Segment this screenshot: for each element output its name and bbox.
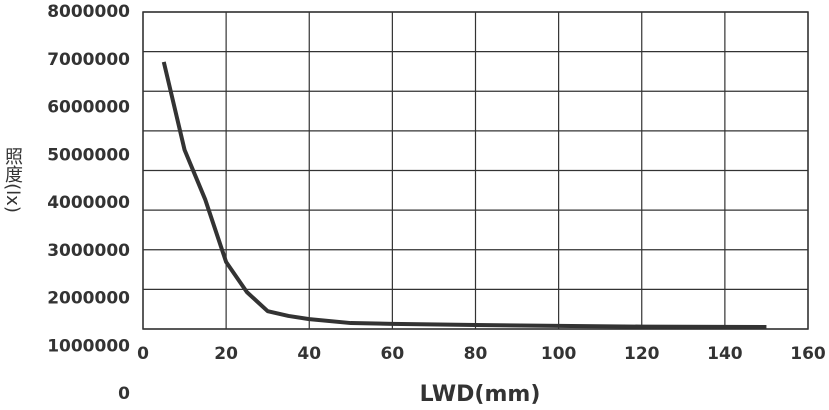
y-tick-label: 5000000 xyxy=(47,145,130,165)
y-tick-label: 1000000 xyxy=(47,336,130,356)
x-tick-label: 0 xyxy=(137,344,149,364)
x-tick-label: 160 xyxy=(790,344,826,364)
x-tick-label: 140 xyxy=(707,344,743,364)
x-tick-label: 120 xyxy=(624,344,660,364)
y-tick-label: 4000000 xyxy=(47,193,130,213)
x-tick-label: 100 xyxy=(541,344,577,364)
x-axis-label: LWD(mm) xyxy=(420,382,541,407)
y-tick-label: 8000000 xyxy=(47,2,130,22)
y-tick-label: 7000000 xyxy=(47,50,130,70)
y-tick-label: 6000000 xyxy=(47,98,130,118)
data-line xyxy=(161,61,767,330)
y-tick-label: 2000000 xyxy=(47,289,130,309)
x-tick-label: 60 xyxy=(381,344,405,364)
y-axis-label: 照度(lx) xyxy=(2,147,23,213)
x-tick-label: 20 xyxy=(214,344,238,364)
y-tick-label: 0 xyxy=(118,384,130,404)
y-tick-label: 3000000 xyxy=(47,241,130,261)
x-tick-label: 80 xyxy=(464,344,488,364)
x-tick-label: 40 xyxy=(297,344,321,364)
